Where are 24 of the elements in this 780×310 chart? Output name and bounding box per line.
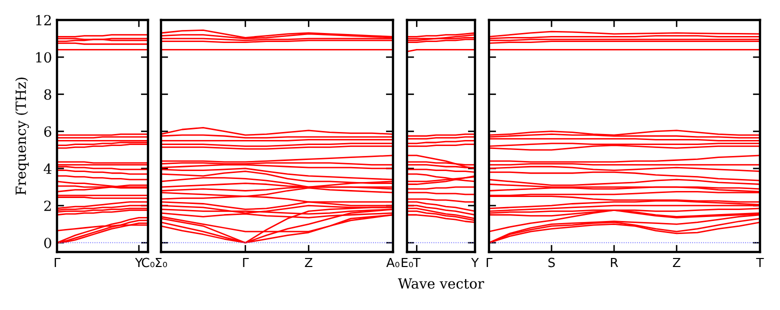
x-axis-title: Wave vector xyxy=(398,278,484,289)
x-tick-label: S xyxy=(548,258,555,268)
x-tick-label: A₀ xyxy=(386,258,400,268)
x-tick-label: Y xyxy=(135,258,143,268)
x-tick-label: Γ xyxy=(486,258,492,268)
y-tick-label: 10 xyxy=(36,52,52,63)
x-tick-label: Γ xyxy=(243,258,249,268)
y-tick-label: 2 xyxy=(44,200,51,211)
y-tick-label: 0 xyxy=(44,238,52,248)
y-tick-label: 4 xyxy=(44,163,52,174)
x-tick-label: R xyxy=(610,258,618,268)
x-tick-label: Σ₀ xyxy=(156,258,168,268)
x-tick-label: Z xyxy=(672,258,680,268)
y-tick-label: 8 xyxy=(44,89,52,100)
y-tick-label: 12 xyxy=(36,14,51,26)
y-tick-label: 6 xyxy=(44,126,52,137)
y-axis-title: Frequency (THz) xyxy=(15,78,29,195)
x-tick-label: C₀ xyxy=(142,258,154,268)
x-tick-label: Z xyxy=(304,258,312,268)
x-tick-label: E₀ xyxy=(402,258,414,268)
x-tick-label: T xyxy=(756,258,764,268)
x-tick-label: T xyxy=(412,258,421,268)
x-tick-label: Y xyxy=(471,258,479,268)
x-tick-label: Γ xyxy=(54,258,60,268)
